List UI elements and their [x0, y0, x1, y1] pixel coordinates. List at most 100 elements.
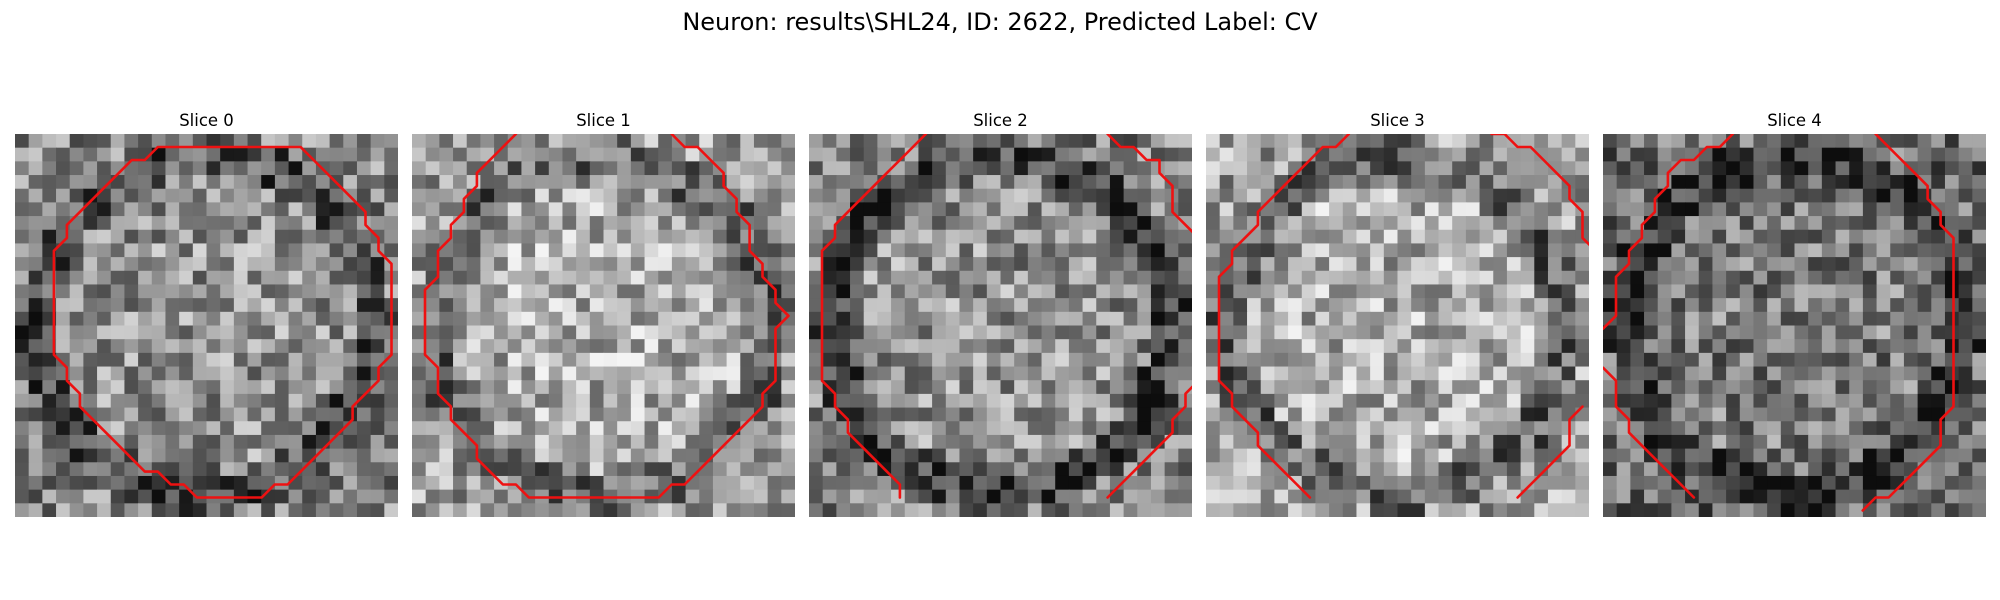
pixel-cell: [1055, 311, 1070, 327]
pixel-cell: [685, 421, 700, 436]
pixel-cell: [83, 216, 98, 231]
pixel-cell: [658, 134, 673, 149]
pixel-cell: [877, 229, 892, 245]
pixel-cell: [466, 147, 481, 162]
pixel-cell: [329, 380, 344, 395]
pixel-cell: [1849, 393, 1864, 409]
pixel-cell: [603, 216, 618, 231]
pixel-cell: [453, 366, 468, 381]
pixel-cell: [1890, 503, 1905, 517]
pixel-cell: [535, 229, 550, 245]
pixel-cell: [1452, 393, 1467, 409]
pixel-cell: [1575, 462, 1589, 477]
pixel-cell: [494, 421, 509, 436]
pixel-cell: [247, 243, 262, 258]
pixel-cell: [630, 216, 646, 231]
pixel-cell: [1958, 175, 1973, 190]
pixel-cell: [83, 284, 98, 299]
pixel-cell: [1424, 462, 1440, 477]
pixel-cell: [904, 298, 920, 313]
pixel-cell: [1178, 339, 1192, 354]
pixel-cell: [1068, 407, 1084, 422]
pixel-cell: [521, 161, 536, 176]
pixel-cell: [850, 421, 865, 436]
pixel-cell: [1808, 243, 1823, 258]
pixel-cell: [891, 462, 906, 477]
pixel-cell: [480, 175, 495, 190]
pixel-cell: [1794, 434, 1809, 450]
pixel-cell: [480, 448, 495, 463]
pixel-cell: [576, 325, 591, 340]
pixel-cell: [630, 434, 646, 450]
pixel-cell: [1561, 393, 1576, 409]
pixel-cell: [1821, 175, 1837, 190]
pixel-cell: [535, 188, 550, 203]
figure-title: Neuron: results\SHL24, ID: 2622, Predict…: [682, 8, 1318, 36]
pixel-cell: [1644, 216, 1659, 231]
pixel-cell: [630, 462, 646, 477]
pixel-cell: [466, 393, 481, 409]
pixel-cell: [192, 229, 208, 245]
pixel-cell: [165, 325, 180, 340]
pixel-cell: [945, 339, 961, 354]
pixel-cell: [370, 284, 385, 299]
pixel-cell: [412, 448, 427, 463]
pixel-cell: [712, 188, 728, 203]
pixel-cell: [1671, 352, 1686, 368]
pixel-cell: [1931, 393, 1946, 409]
pixel-cell: [1616, 311, 1631, 327]
pixel-cell: [1767, 216, 1782, 231]
pixel-cell: [1342, 325, 1358, 340]
pixel-cell: [1370, 311, 1385, 327]
pixel-cell: [1233, 161, 1248, 176]
pixel-cell: [83, 311, 98, 327]
pixel-cell: [1233, 448, 1248, 463]
pixel-cell: [1288, 243, 1303, 258]
pixel-cell: [1068, 216, 1084, 231]
pixel-cell: [1849, 134, 1864, 149]
pixel-cell: [1288, 421, 1303, 436]
pixel-cell: [986, 298, 1002, 313]
pixel-cell: [56, 147, 71, 162]
pixel-cell: [302, 434, 317, 450]
pixel-cell: [343, 257, 358, 272]
slice-title: Slice 4: [1767, 111, 1822, 130]
pixel-cell: [480, 270, 495, 286]
pixel-cell: [1808, 188, 1823, 203]
pixel-cell: [1178, 243, 1192, 258]
pixel-cell: [863, 134, 878, 149]
pixel-cell: [740, 188, 755, 203]
pixel-cell: [1452, 407, 1467, 422]
pixel-cell: [1342, 202, 1358, 217]
pixel-cell: [1862, 339, 1878, 354]
pixel-cell: [1931, 448, 1946, 463]
pixel-cell: [603, 434, 618, 450]
pixel-cell: [1685, 380, 1700, 395]
pixel-cell: [179, 407, 194, 422]
pixel-cell: [781, 216, 795, 231]
pixel-cell: [274, 325, 290, 340]
pixel-cell: [836, 393, 851, 409]
pixel-cell: [562, 503, 577, 517]
pixel-cell: [1972, 175, 1986, 190]
pixel-cell: [904, 434, 920, 450]
pixel-cell: [726, 175, 741, 190]
pixel-cell: [15, 188, 30, 203]
pixel-cell: [1383, 243, 1399, 258]
pixel-cell: [1356, 284, 1371, 299]
pixel-cell: [836, 339, 851, 354]
pixel-cell: [507, 462, 523, 477]
pixel-cell: [1164, 134, 1179, 149]
pixel-cell: [83, 243, 98, 258]
pixel-cell: [1329, 448, 1344, 463]
pixel-cell: [494, 298, 509, 313]
pixel-cell: [247, 325, 262, 340]
pixel-cell: [1890, 393, 1905, 409]
pixel-cell: [918, 270, 933, 286]
pixel-cell: [1206, 270, 1221, 286]
pixel-cell: [480, 366, 495, 381]
pixel-cell: [973, 229, 988, 245]
pixel-cell: [1438, 325, 1453, 340]
pixel-cell: [644, 325, 659, 340]
pixel-cell: [1164, 147, 1179, 162]
